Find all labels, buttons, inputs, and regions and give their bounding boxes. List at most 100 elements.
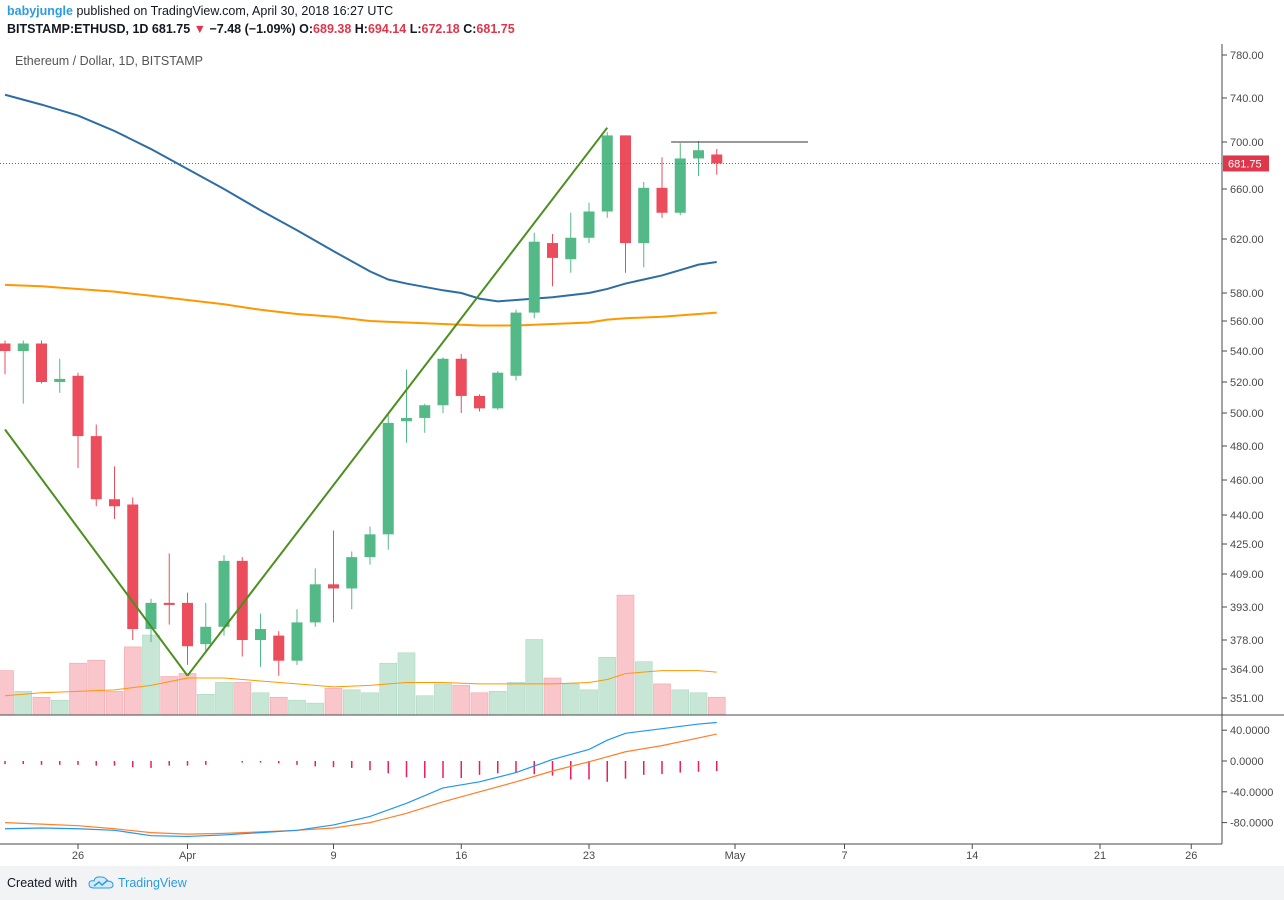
candle-body [510,312,522,376]
volume-bar [160,676,179,716]
volume-bar [142,634,160,716]
candle [17,340,29,404]
volume-bar [215,682,233,716]
macd-tick-label: -40.0000 [1230,787,1273,799]
volume-bar [69,662,87,716]
chart-legend-title: Ethereum / Dollar, 1D, BITSTAMP [15,54,203,68]
candle [455,354,467,413]
close-label: C: [463,22,477,36]
volume-bar [616,594,635,716]
macd-signal-line [4,733,717,835]
candle [583,202,595,244]
volume-bar [452,685,471,716]
candle [255,613,266,667]
time-tick-label: 7 [841,850,847,862]
candle [474,394,485,412]
volume-bar [123,646,142,716]
volume-bar [689,692,708,716]
tradingview-link[interactable]: TradingView [118,876,187,890]
price-tick-label: 500.00 [1230,408,1264,420]
price-tick-label: 700.00 [1230,137,1264,149]
ma-orange-line [4,283,717,327]
low-label: L: [409,22,422,36]
candle [674,143,686,216]
down-arrow-icon: ▼ [193,22,207,36]
candle-body [218,560,230,627]
time-tick-label: 23 [583,850,595,862]
time-tick-label: Apr [179,850,196,862]
candle [72,372,84,469]
trend-line [186,127,609,677]
high-label: H: [354,22,368,36]
candle [145,598,157,643]
candle-body [54,378,66,382]
chart-header: babyjungle published on TradingView.com,… [0,0,1284,44]
candle [54,358,66,393]
candle [127,497,139,640]
author-link[interactable]: babyjungle [7,4,73,18]
volume-bar [415,695,434,716]
candle [620,135,631,273]
candle [547,234,558,287]
volume-bar [488,691,507,716]
price-tick-label: 351.00 [1230,693,1264,705]
candle-body [72,375,84,437]
published-text: published on TradingView.com, April 30, … [76,4,394,18]
price-chart[interactable]: 351.00 364.00 378.00 393.00 409.00 425.00 440.… [0,44,1284,866]
volume-bar [470,692,489,716]
chart-area[interactable]: 351.00 364.00 378.00 393.00 409.00 425.00 440.… [0,44,1284,866]
last-price-tag [1223,155,1269,172]
volume-bar [269,696,288,716]
price-tick-label: 425.00 [1230,539,1264,551]
high-value: 694.14 [367,22,407,36]
price-tick-label: 620.00 [1230,234,1264,246]
symbol-label: BITSTAMP:ETHUSD, 1D [7,22,149,36]
volume-bar [361,692,379,716]
volume-bar [233,682,252,716]
volume-bar [306,702,325,716]
candle-body [236,560,248,640]
candle [236,557,248,657]
price-tick-label: 378.00 [1230,635,1264,647]
candle-body [674,158,686,213]
price-tick-label: 580.00 [1230,288,1264,300]
volume-bar [580,689,598,716]
volume-bar [707,696,726,716]
volume-bar [251,692,270,716]
candle-body [255,629,266,640]
price-tick-label: 480.00 [1230,441,1264,453]
candle-body [291,622,303,661]
volume-bar [50,699,69,716]
candle [638,181,650,268]
candle-body [601,135,613,212]
volume-bar [342,689,361,716]
ohlc-line: BITSTAMP:ETHUSD, 1D 681.75 ▼ −7.48 (−1.0… [7,22,515,36]
candle-body [163,602,175,605]
candle-body [273,635,285,661]
candle-body [419,405,431,418]
last-price-text: 681.75 [151,22,191,36]
candle [711,148,723,175]
volume-bar [634,661,653,716]
trend-line [4,428,189,677]
candle [601,132,613,218]
candle-body [620,135,631,244]
candle-body [145,602,157,629]
price-tick-label: 409.00 [1230,569,1264,581]
price-tick-label: 660.00 [1230,184,1264,196]
tradingview-cloud-icon[interactable] [88,875,114,891]
time-tick-label: May [725,850,746,862]
candle [163,553,175,625]
macd-tick-label: -80.0000 [1230,818,1273,830]
candle [528,232,540,319]
time-tick-label: 14 [966,850,978,862]
candle [492,371,504,410]
candle [0,340,11,375]
time-tick-label: 21 [1094,850,1106,862]
candle-body [565,237,577,260]
candle-body [656,187,668,213]
candle-body [382,422,394,535]
time-tick-label: 26 [1185,850,1197,862]
last-price-tag-label: 681.75 [1228,158,1262,170]
volume-bar [598,656,617,716]
